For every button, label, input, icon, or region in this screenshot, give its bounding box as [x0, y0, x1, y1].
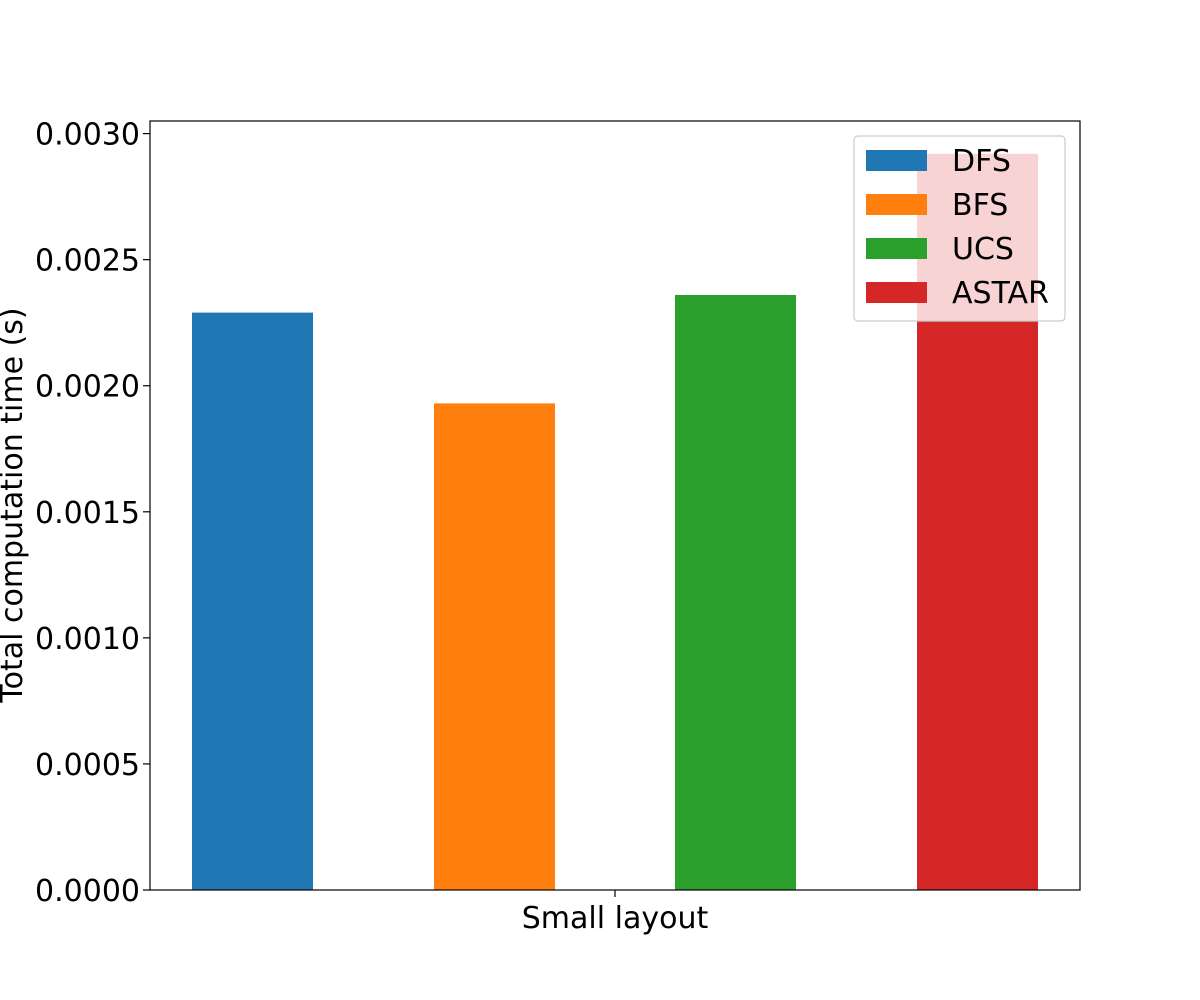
legend-items: DFS BFS UCS ASTAR: [866, 144, 1049, 311]
y-tick-label: 0.0030: [35, 118, 140, 153]
y-axis-label: Total computation time (s): [0, 307, 30, 703]
legend-swatch-bfs: [866, 194, 927, 215]
legend-frame: [853, 135, 1066, 322]
legend-label-bfs: BFS: [952, 188, 1008, 223]
y-tick-label: 0.0025: [35, 244, 140, 279]
bar-bfs: [434, 403, 555, 890]
legend-label-dfs: DFS: [952, 144, 1011, 179]
bar-ucs: [675, 294, 796, 891]
y-axis-ticks: 0.0000 0.0005 0.0010 0.0015 0.0020 0.0025 0.00…: [35, 118, 150, 909]
legend-swatch-astar: [866, 282, 927, 303]
y-tick-label: 0.0020: [35, 370, 140, 405]
y-tick-label: 0.0000: [35, 874, 140, 909]
y-tick-label: 0.0010: [35, 622, 140, 657]
legend: DFS BFS UCS ASTAR: [853, 135, 1066, 322]
legend-label-ucs: UCS: [952, 232, 1014, 267]
legend-swatch-dfs: [866, 150, 927, 171]
x-axis-label: Small layout: [522, 901, 709, 936]
y-tick-label: 0.0015: [35, 496, 140, 531]
legend-swatch-ucs: [866, 238, 927, 259]
y-tick-label: 0.0005: [35, 748, 140, 783]
legend-label-astar: ASTAR: [952, 276, 1049, 311]
bar-dfs: [192, 312, 313, 891]
